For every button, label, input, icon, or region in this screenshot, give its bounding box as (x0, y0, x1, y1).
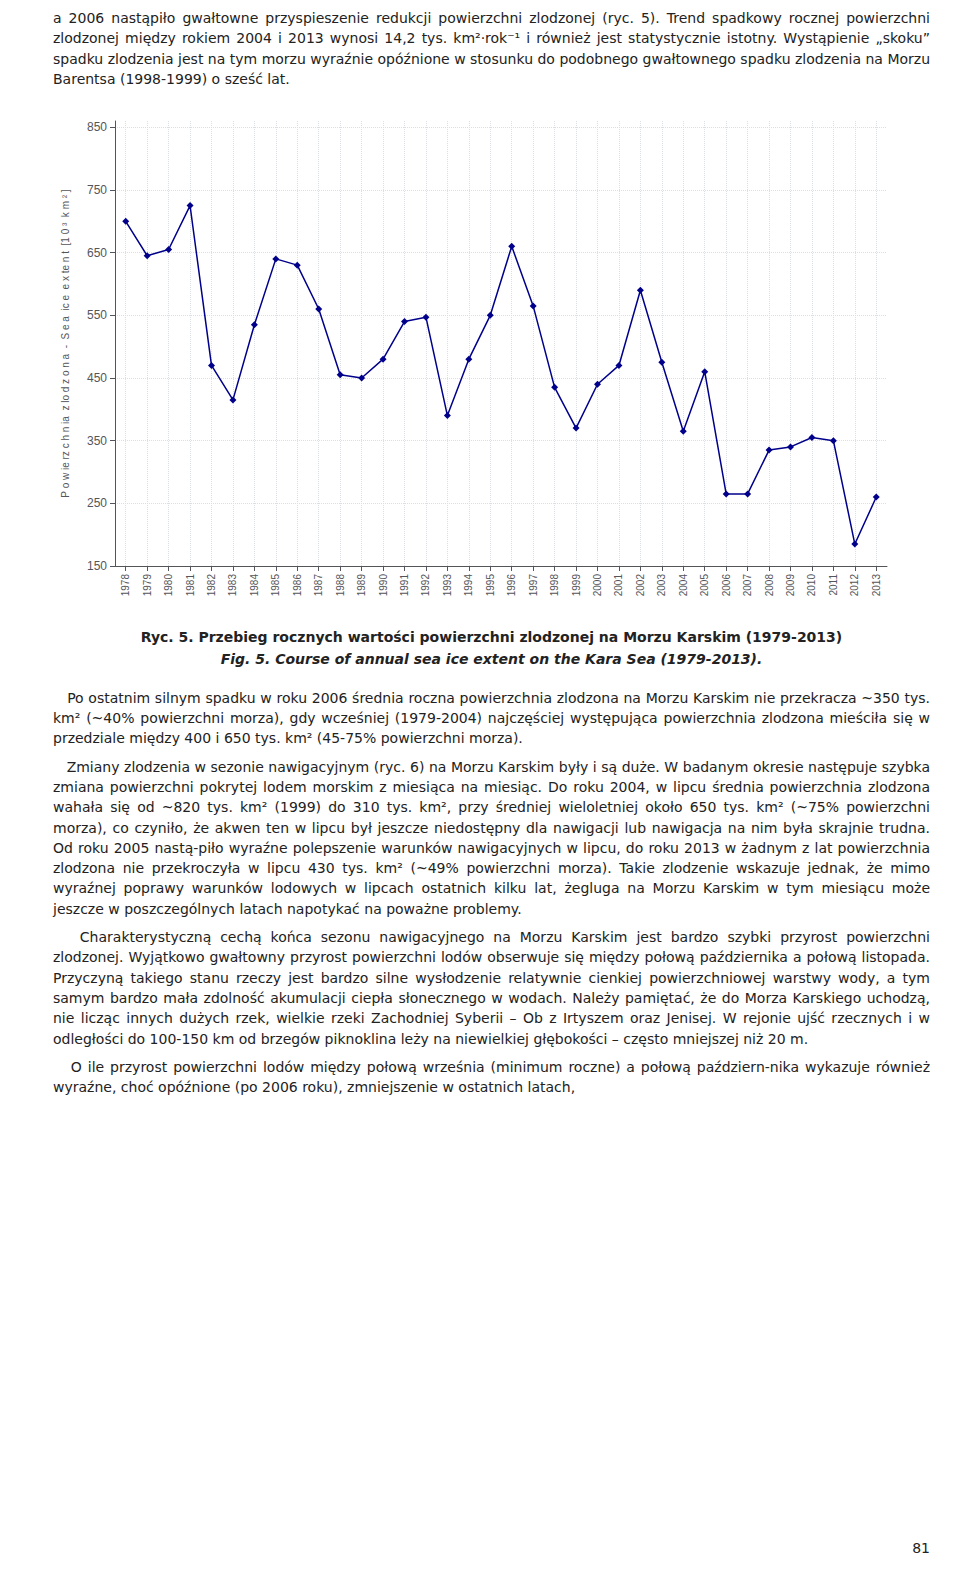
html-text:Charakterystyczną cechą końca: Charakterystyczną cechą końca sezonu naw… (53, 929, 935, 1047)
svg-text:350: 350 (87, 434, 107, 448)
svg-text:1990: 1990 (378, 574, 389, 597)
html-text:Po ostatnim silnym spadku w ro: Po ostatnim silnym spadku w roku 2006 śr… (53, 689, 935, 747)
svg-text:1995: 1995 (485, 574, 496, 597)
html-text:Ryc. 5. Przebieg rocznych wart: Ryc. 5. Przebieg rocznych wartości powie… (140, 629, 843, 646)
svg-text:P o w ie rz c h n ia z lo d z: P o w ie rz c h n ia z lo d z o n a - S … (60, 189, 71, 497)
svg-text:2002: 2002 (635, 574, 646, 597)
svg-text:1986: 1986 (292, 574, 303, 597)
svg-text:1979: 1979 (142, 574, 153, 597)
svg-text:1987: 1987 (313, 574, 324, 597)
svg-text:550: 550 (87, 308, 107, 322)
svg-text:1983: 1983 (227, 574, 238, 597)
html-text:O ile przyrost powierzchni lod: O ile przyrost powierzchni lodów między … (53, 1058, 935, 1096)
svg-text:1998: 1998 (549, 574, 560, 597)
svg-text:1982: 1982 (206, 574, 217, 597)
svg-text:750: 750 (87, 183, 107, 197)
svg-text:1992: 1992 (420, 574, 431, 597)
svg-text:850: 850 (87, 120, 107, 134)
svg-text:450: 450 (87, 371, 107, 385)
svg-text:2001: 2001 (613, 574, 624, 597)
svg-text:2009: 2009 (785, 574, 796, 597)
svg-text:2006: 2006 (721, 574, 732, 597)
svg-text:1994: 1994 (463, 574, 474, 597)
svg-text:1980: 1980 (163, 574, 174, 597)
svg-text:2012: 2012 (849, 574, 860, 597)
html-text:81: 81 (912, 1539, 930, 1556)
svg-text:1978: 1978 (120, 574, 131, 597)
html-text:Zmiany zlodzenia w sezonie naw: Zmiany zlodzenia w sezonie nawigacyjnym … (53, 758, 935, 917)
svg-text:2011: 2011 (828, 574, 839, 596)
svg-text:150: 150 (87, 559, 107, 573)
svg-text:250: 250 (87, 497, 107, 511)
svg-text:2005: 2005 (699, 574, 710, 597)
svg-text:1997: 1997 (528, 574, 539, 597)
svg-text:1981: 1981 (185, 574, 196, 597)
svg-text:1991: 1991 (399, 574, 410, 597)
svg-text:2004: 2004 (678, 574, 689, 597)
svg-text:2007: 2007 (742, 574, 753, 597)
svg-text:2000: 2000 (592, 574, 603, 597)
svg-text:1988: 1988 (335, 574, 346, 597)
svg-text:2008: 2008 (764, 574, 775, 597)
svg-text:2013: 2013 (871, 574, 882, 597)
svg-text:2003: 2003 (656, 574, 667, 597)
svg-text:2010: 2010 (806, 574, 817, 597)
svg-text:650: 650 (87, 246, 107, 260)
svg-text:1993: 1993 (442, 574, 453, 597)
svg-text:1985: 1985 (270, 574, 281, 597)
html-text:a 2006 nastąpiło gwałtowne prz: a 2006 nastąpiło gwałtowne przyspieszeni… (53, 10, 935, 87)
svg-text:1996: 1996 (506, 574, 517, 597)
svg-text:1999: 1999 (571, 574, 582, 597)
svg-text:1989: 1989 (356, 574, 367, 597)
html-text:Fig. 5. Course of annual sea i: Fig. 5. Course of annual sea ice extent … (220, 651, 763, 668)
svg-text:1984: 1984 (249, 574, 260, 597)
